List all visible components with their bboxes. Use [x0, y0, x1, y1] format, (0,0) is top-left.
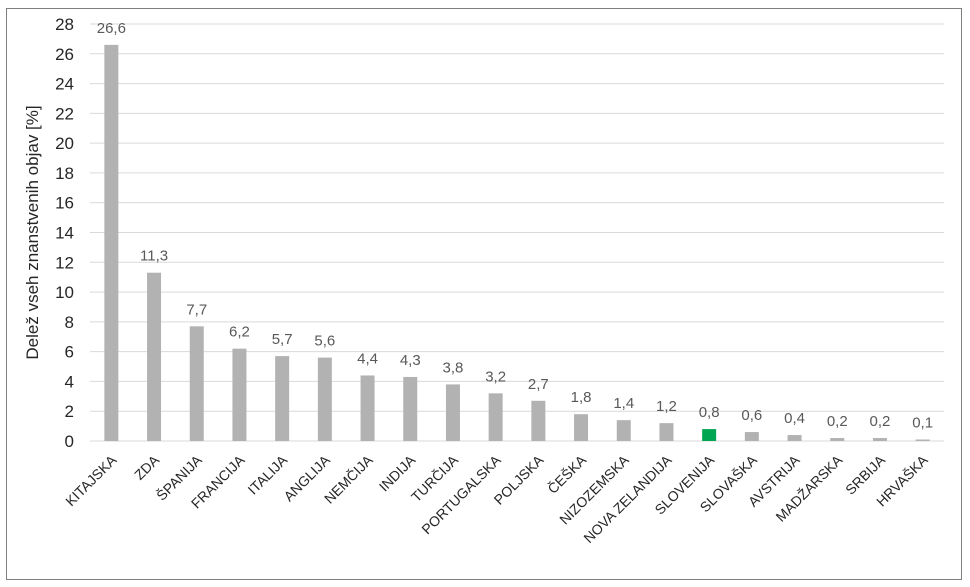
data-label: 7,7: [186, 301, 207, 318]
y-tick-label: 2: [65, 402, 74, 421]
y-tick-label: 24: [55, 75, 74, 94]
y-tick-label: 6: [65, 343, 74, 362]
data-label: 3,2: [485, 368, 506, 385]
y-tick-label: 14: [55, 224, 74, 243]
y-tick-label: 16: [55, 194, 74, 213]
x-tick-label: ZDA: [131, 451, 163, 483]
bar: [616, 420, 631, 441]
bar: [531, 400, 546, 441]
data-label: 5,7: [272, 331, 293, 348]
bar: [702, 429, 717, 441]
gridlines: [90, 23, 944, 412]
y-axis-title: Delež vseh znanstvenih objav [%]: [23, 105, 42, 359]
data-label: 1,8: [571, 389, 592, 406]
bar: [744, 432, 759, 441]
bar: [830, 438, 845, 441]
data-labels: 26,6 11,3 7,7 6,2 5,7 5,6 4,4 4,3 3,8 3,2 2,7 1,8 1,…: [97, 20, 933, 432]
data-label: 0,8: [699, 404, 720, 421]
data-label: 2,7: [528, 376, 549, 393]
y-tick-label: 10: [55, 283, 74, 302]
data-label: 6,2: [229, 324, 250, 341]
bar: [915, 439, 930, 441]
y-tick-label: 4: [65, 372, 74, 391]
bar: [403, 376, 418, 441]
y-tick-label: 18: [55, 164, 74, 183]
y-tick-label: 12: [55, 253, 74, 272]
data-label: 5,6: [314, 333, 335, 350]
data-label: 26,6: [97, 20, 126, 37]
bar: [360, 375, 375, 441]
bar: [275, 356, 290, 441]
data-label: 11,3: [140, 248, 168, 265]
bar: [317, 357, 332, 441]
bar: [189, 326, 204, 441]
y-tick-label: 20: [55, 134, 74, 153]
bar: [488, 393, 503, 441]
y-tick-label: 0: [65, 432, 74, 451]
data-label: 4,3: [400, 352, 421, 369]
x-axis-labels: KITAJSKA ZDAŠPANIJAFRANCIJAITALIJAANGLIJA…: [62, 451, 931, 546]
y-tick-label: 22: [55, 104, 74, 123]
bar: [104, 44, 119, 441]
data-label: 1,4: [613, 395, 634, 412]
data-label: 3,8: [443, 359, 464, 376]
y-tick-label: 28: [55, 15, 74, 34]
bar: [787, 435, 802, 441]
x-tick-label: KITAJSKA: [62, 451, 120, 509]
data-label: 0,4: [784, 410, 805, 427]
bars: [104, 44, 930, 441]
data-label: 4,4: [357, 350, 378, 367]
chart-frame: [6, 8, 962, 580]
y-tick-label: 26: [55, 45, 74, 64]
data-label: 0,1: [912, 415, 933, 432]
y-tick-label: 8: [65, 313, 74, 332]
data-label: 1,2: [656, 398, 677, 415]
bar: [659, 423, 674, 441]
bar: [147, 272, 162, 441]
data-label: 0,6: [741, 407, 762, 424]
bar: [872, 438, 887, 441]
bar: [445, 384, 460, 441]
bar: [232, 348, 247, 441]
bar: [574, 414, 589, 441]
data-label: 0,2: [870, 413, 891, 430]
data-label: 0,2: [827, 413, 848, 430]
